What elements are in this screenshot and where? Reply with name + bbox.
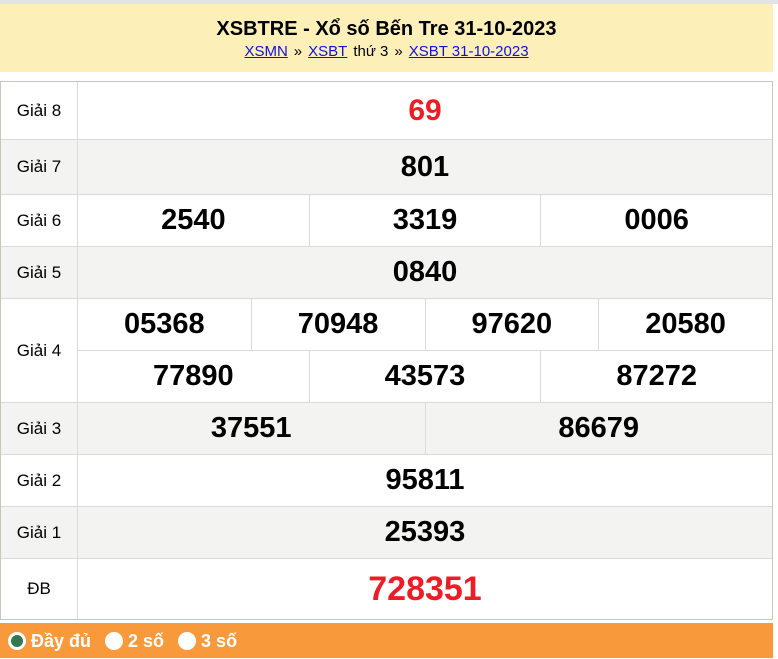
prize-number: 728351: [368, 569, 482, 608]
prize-label: Giải 1: [1, 507, 78, 558]
prize-label: Giải 5: [1, 247, 78, 298]
header: XSBTRE - Xổ số Bến Tre 31-10-2023 XSMN» X…: [0, 4, 773, 72]
prize-row: Giải 1 25393: [1, 506, 772, 558]
results-table: Giải 8 69 Giải 7 801 Giải 6 2540 3319 0006 Giải …: [0, 81, 773, 620]
results-table-wrap: Giải 8 69 Giải 7 801 Giải 6 2540 3319 0006 Giải …: [0, 81, 773, 620]
radio-icon[interactable]: [105, 631, 124, 650]
prize-row: Giải 6 2540 3319 0006: [1, 194, 772, 246]
prize-label: Giải 4: [1, 299, 78, 402]
prize-number: 97620: [424, 299, 599, 350]
prize-label: Giải 7: [1, 140, 78, 194]
prize-row: Giải 8 69: [1, 82, 772, 139]
prize-row: Giải 4 05368 70948 97620 20580 77890 43573 8727…: [1, 298, 772, 402]
prize-value-group: 728351: [78, 559, 772, 619]
prize-value-group: 25393: [78, 507, 772, 558]
prize-row: Giải 3 37551 86679: [1, 402, 772, 454]
prize-number: 87272: [540, 351, 772, 402]
prize-values: 801: [78, 140, 772, 194]
filter-option-label: 2 số: [128, 630, 165, 651]
prize-number: 2540: [161, 204, 226, 236]
prize-value-group: 95811: [78, 455, 772, 506]
filter-option[interactable]: Đầy đủ: [8, 630, 92, 651]
radio-icon[interactable]: [178, 631, 197, 650]
prize-number: 69: [408, 93, 442, 127]
prize-values: 25393: [78, 507, 772, 558]
breadcrumb-separator: »: [394, 43, 403, 60]
display-mode-bar: Đầy đủ 2 số 3 số: [0, 623, 773, 658]
breadcrumb-separator: »: [293, 43, 303, 60]
prize-values: 728351: [78, 559, 772, 619]
prize-values: 69: [78, 82, 772, 139]
prize-label: Giải 6: [1, 195, 78, 246]
prize-row: ĐB 728351: [1, 558, 772, 619]
prize-number: 95811: [385, 464, 465, 496]
prize-value-group: 37551 86679: [78, 403, 772, 454]
prize-value-group: 801: [78, 140, 772, 194]
filter-option-label: Đầy đủ: [31, 630, 92, 651]
prize-number: 37551: [210, 412, 292, 444]
prize-number: 70948: [250, 299, 425, 350]
prize-label: Giải 2: [1, 455, 78, 506]
prize-value-group: 2540 3319 0006: [78, 195, 772, 246]
prize-number: 20580: [598, 299, 772, 350]
prize-value-group: 05368 70948 97620 20580: [78, 299, 772, 350]
page-title: XSBTRE - Xổ số Bến Tre 31-10-2023: [216, 18, 557, 40]
filter-option[interactable]: 2 số: [105, 630, 165, 651]
radio-icon[interactable]: [8, 631, 26, 650]
prize-number: 25393: [384, 516, 466, 548]
prize-values: 0840: [78, 247, 772, 298]
prize-number: 05368: [124, 308, 205, 340]
prize-values: 2540 3319 0006: [78, 195, 772, 246]
prize-number: 86679: [424, 403, 773, 454]
prize-label: Giải 8: [1, 82, 78, 139]
page-content: XSBTRE - Xổ số Bến Tre 31-10-2023 XSMN» X…: [0, 4, 773, 658]
breadcrumb-link[interactable]: XSMN: [244, 43, 288, 60]
breadcrumb-link[interactable]: XSBT 31-10-2023: [408, 43, 529, 60]
filter-option[interactable]: 3 số: [178, 630, 238, 651]
prize-value-group: 69: [78, 82, 772, 139]
prize-value-group: 0840: [78, 247, 772, 298]
prize-row: Giải 5 0840: [1, 246, 772, 298]
filter-option-label: 3 số: [201, 630, 238, 651]
prize-value-group: 77890 43573 87272: [78, 350, 772, 402]
prize-row: Giải 2 95811: [1, 454, 772, 506]
prize-number: 0006: [540, 195, 772, 246]
prize-values: 95811: [78, 455, 772, 506]
prize-values: 37551 86679: [78, 403, 772, 454]
prize-number: 3319: [308, 195, 541, 246]
prize-row: Giải 7 801: [1, 139, 772, 194]
breadcrumb: XSMN » XSBT thứ 3 » XSBT 31-10-2023: [0, 41, 773, 63]
breadcrumb-link[interactable]: XSBT: [308, 43, 348, 60]
prize-number: 801: [400, 150, 450, 183]
prize-number: 0840: [392, 256, 458, 288]
top-strip: [0, 0, 778, 4]
prize-values: 05368 70948 97620 20580 77890 43573 87272: [78, 299, 772, 402]
prize-number: 77890: [153, 360, 234, 392]
prize-label: Giải 3: [1, 403, 78, 454]
prize-number: 43573: [308, 351, 541, 402]
prize-label: ĐB: [1, 559, 78, 619]
breadcrumb-text: thứ 3: [353, 43, 389, 60]
